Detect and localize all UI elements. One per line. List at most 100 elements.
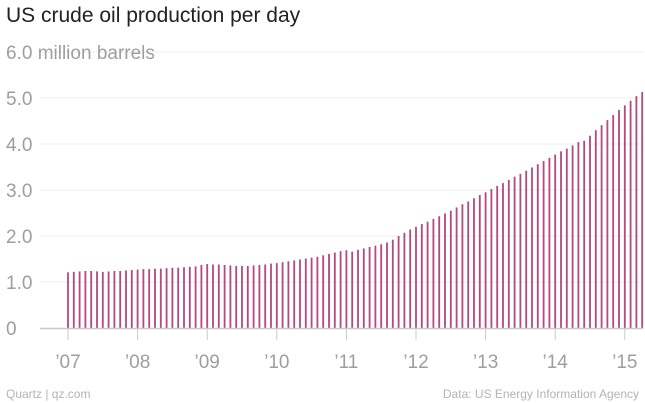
bar: [455, 207, 458, 328]
bar: [107, 271, 110, 328]
bar: [565, 148, 568, 328]
bar: [525, 170, 528, 328]
bar: [113, 270, 116, 328]
bar: [542, 161, 545, 328]
bar: [252, 265, 255, 328]
bar: [397, 236, 400, 328]
chart-title: US crude oil production per day: [6, 4, 301, 27]
bar: [328, 253, 330, 328]
bar: [594, 130, 597, 328]
bar: [606, 120, 609, 328]
bar: [409, 229, 412, 328]
bar: [200, 264, 203, 328]
bar: [159, 268, 162, 328]
y-tick-label: 0: [6, 319, 17, 340]
bar: [90, 270, 93, 328]
x-tick-label: ’14: [543, 352, 569, 373]
bar: [583, 140, 586, 328]
bar: [478, 195, 481, 328]
bar: [142, 269, 145, 328]
x-tick-label: ’13: [473, 352, 498, 373]
bar: [304, 258, 307, 328]
bar: [362, 248, 365, 328]
bar: [467, 201, 470, 328]
bar: [84, 270, 87, 328]
bar: [154, 268, 156, 328]
bar: [351, 251, 354, 328]
bar: [426, 221, 429, 328]
bar: [403, 232, 406, 328]
bar: [589, 135, 591, 328]
bar: [368, 247, 371, 328]
credit-text: Quartz | qz.com: [6, 387, 91, 401]
bar: [357, 249, 359, 328]
y-tick-label: 5.0: [6, 89, 32, 110]
bar: [96, 271, 98, 328]
bar: [217, 264, 220, 328]
bar: [519, 173, 522, 328]
bar: [473, 198, 475, 328]
x-tick-label: ’09: [195, 352, 220, 373]
x-axis-ticks: ’07 ’08 ’09 ’10 ’11 ’12 ’13 ’14 ’15: [55, 328, 637, 373]
bar: [246, 265, 249, 328]
y-tick-label: 6.0 million barrels: [6, 43, 155, 64]
bar: [635, 96, 638, 328]
bar: [229, 265, 232, 328]
bar: [119, 270, 122, 328]
bar: [264, 264, 267, 328]
bars: [67, 92, 644, 329]
bar: [531, 167, 533, 328]
bar: [177, 267, 180, 328]
y-axis-ticks: 0 1.0 2.0 3.0 4.0 5.0 6.0 million barrels: [6, 43, 155, 340]
bar: [490, 189, 493, 328]
bar: [333, 252, 336, 328]
bar: [136, 269, 139, 328]
bar: [560, 151, 562, 328]
bar: [380, 244, 383, 328]
bar: [183, 267, 185, 328]
bar: [502, 183, 504, 328]
bar: [223, 264, 226, 328]
bar: [78, 271, 81, 328]
bar: [612, 115, 615, 329]
bar: [270, 263, 272, 328]
y-tick-label: 3.0: [6, 181, 32, 202]
bar: [148, 269, 151, 328]
bar: [125, 270, 127, 328]
bar: [212, 264, 214, 328]
bar: [420, 224, 423, 328]
bar: [299, 259, 301, 328]
bar: [444, 213, 446, 328]
x-tick-label: ’08: [125, 352, 150, 373]
x-tick-label: ’11: [334, 352, 358, 373]
bar: [287, 261, 290, 328]
bar: [275, 263, 278, 328]
y-tick-label: 1.0: [6, 273, 32, 294]
x-tick-label: ’12: [403, 352, 428, 373]
bar: [641, 92, 644, 329]
bar: [386, 242, 388, 328]
bar: [513, 176, 516, 328]
bar: [316, 256, 319, 328]
bar: [130, 270, 133, 328]
bar: [438, 216, 441, 328]
bar: [345, 250, 348, 328]
bar: [623, 105, 626, 328]
bar: [391, 239, 394, 328]
bar: [165, 268, 168, 328]
bar: [461, 204, 464, 328]
bar: [449, 210, 452, 328]
gridlines: [40, 51, 643, 283]
bar: [188, 266, 191, 328]
bar: [281, 262, 284, 328]
bar: [67, 272, 69, 328]
bar: [72, 271, 75, 328]
x-tick-label: ’07: [55, 352, 80, 373]
x-tick-label: ’10: [264, 352, 289, 373]
bar: [484, 192, 487, 328]
bar: [322, 255, 325, 328]
bar: [258, 264, 261, 328]
bar: [629, 100, 632, 328]
bar: [554, 154, 557, 328]
